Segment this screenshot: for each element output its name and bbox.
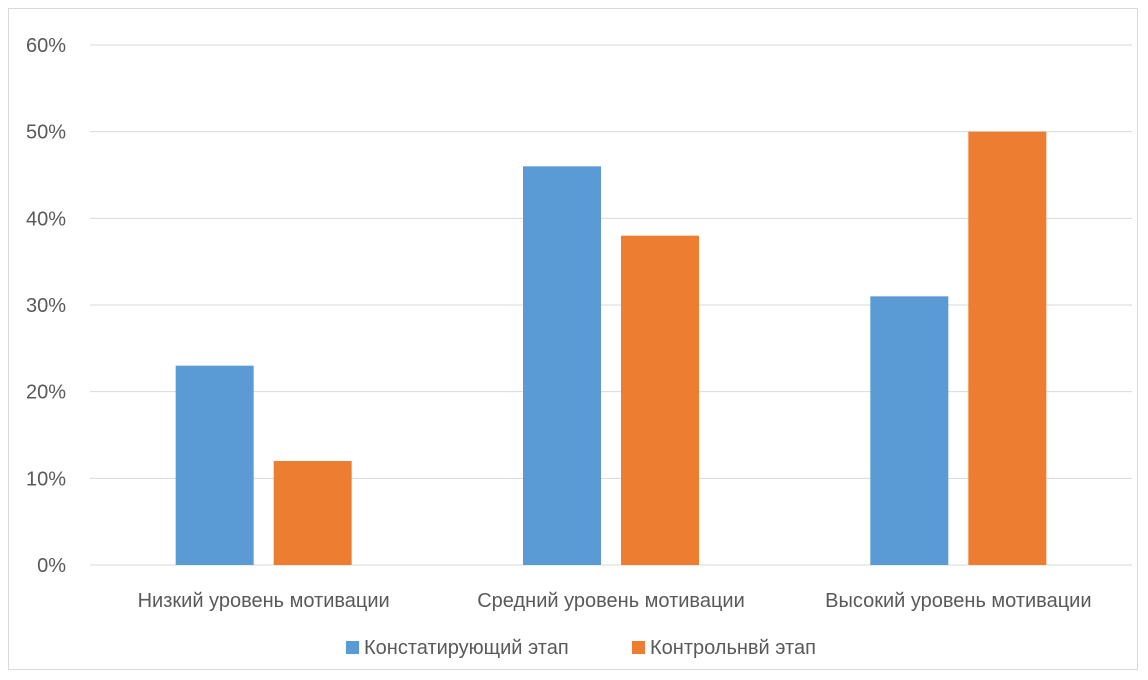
y-axis-ticks: 0% 10% 20% 30% 40% 50% 60%: [26, 35, 66, 577]
x-axis-categories: Низкий уровень мотивации Средний уровень …: [138, 590, 1092, 612]
y-tick-label: 30%: [26, 295, 66, 317]
y-tick-label: 40%: [26, 208, 66, 230]
bar-control-0: [273, 461, 352, 565]
legend-swatch: [632, 641, 645, 654]
y-tick-label: 50%: [26, 122, 66, 144]
bar-constating-1: [523, 166, 601, 566]
bar-control-2: [968, 131, 1047, 565]
bar-constating-0: [175, 365, 254, 565]
y-tick-label: 20%: [26, 382, 66, 404]
y-tick-label: 60%: [26, 35, 66, 57]
y-tick-label: 10%: [26, 468, 66, 490]
bars: [175, 131, 1047, 566]
gridlines: [90, 44, 1132, 566]
x-category-label: Средний уровень мотивации: [477, 590, 745, 612]
legend-swatch: [346, 641, 359, 654]
x-category-label: Высокий уровень мотивации: [825, 590, 1091, 612]
bar-control-1: [621, 235, 699, 565]
legend-label: Контрольнвй этап: [650, 637, 816, 659]
x-category-label: Низкий уровень мотивации: [138, 590, 390, 612]
bar-constating-2: [870, 296, 949, 565]
legend-label: Констатирующий этап: [364, 637, 569, 659]
legend: Констатирующий этап Контрольнвй этап: [346, 637, 816, 659]
y-tick-label: 0%: [37, 555, 66, 577]
